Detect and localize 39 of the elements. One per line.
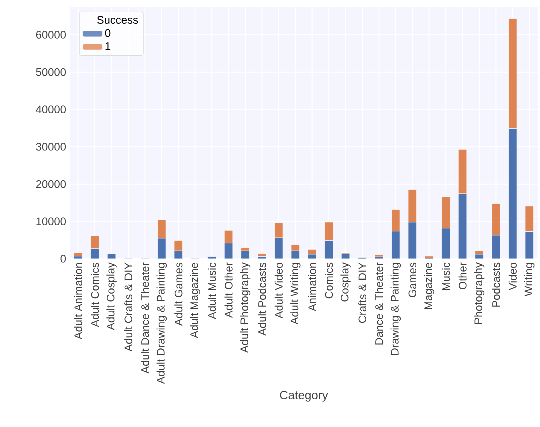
legend-title: Success <box>97 16 138 24</box>
x-tick-label: Adult Cosplay <box>106 262 117 330</box>
y-tick-label: 0 <box>60 255 66 263</box>
x-tick-label: Writing <box>524 263 535 296</box>
x-tick-label: Adult Comics <box>91 262 100 328</box>
x-tick-label: Video <box>508 263 517 290</box>
x-tick-label: Adult Photography <box>240 262 251 354</box>
x-tick-label: Adult Dance & Theater <box>141 262 150 374</box>
x-tick-label: Games <box>408 262 417 298</box>
x-tick-label: Cosplay <box>340 262 351 302</box>
x-tick-label: Adult Music <box>208 262 216 320</box>
x-tick-label: Podcasts <box>492 262 500 307</box>
x-tick-label: Adult Writing <box>290 263 301 325</box>
x-tick-label: Adult Video <box>274 263 283 319</box>
legend-label: 0 <box>105 29 111 38</box>
x-tick-label: Comics <box>325 262 334 299</box>
x-tick-label: Animation <box>308 263 316 312</box>
y-tick-label: 20000 <box>36 180 66 188</box>
x-tick-label: Adult Podcasts <box>258 262 266 336</box>
x-tick-label: Adult Games <box>174 262 183 326</box>
x-tick-label: Adult Animation <box>74 263 82 340</box>
x-tick-label: Adult Crafts & DIY <box>124 262 133 352</box>
legend-label: 1 <box>106 42 111 50</box>
y-tick-label: 30000 <box>36 143 66 151</box>
y-tick-label: 10000 <box>36 218 66 226</box>
y-tick-label: 60000 <box>36 31 66 39</box>
x-tick-label: Music <box>442 262 450 290</box>
x-tick-label: Adult Other <box>224 262 233 318</box>
x-tick-label: Other <box>458 262 467 290</box>
y-tick-label: 50000 <box>36 68 66 76</box>
x-tick-label: Magazine <box>424 263 434 310</box>
x-tick-label: Drawing & Painting <box>390 263 402 356</box>
x-tick-label: Adult Drawing & Painting <box>156 263 168 384</box>
x-axis-title: Category <box>280 391 328 402</box>
y-tick-label: 40000 <box>36 106 66 114</box>
x-tick-label: Crafts & DIY <box>358 262 367 324</box>
x-tick-label: Dance & Theater <box>375 262 384 345</box>
x-tick-label: Photography <box>474 262 485 324</box>
x-tick-label: Adult Magazine <box>190 263 200 338</box>
